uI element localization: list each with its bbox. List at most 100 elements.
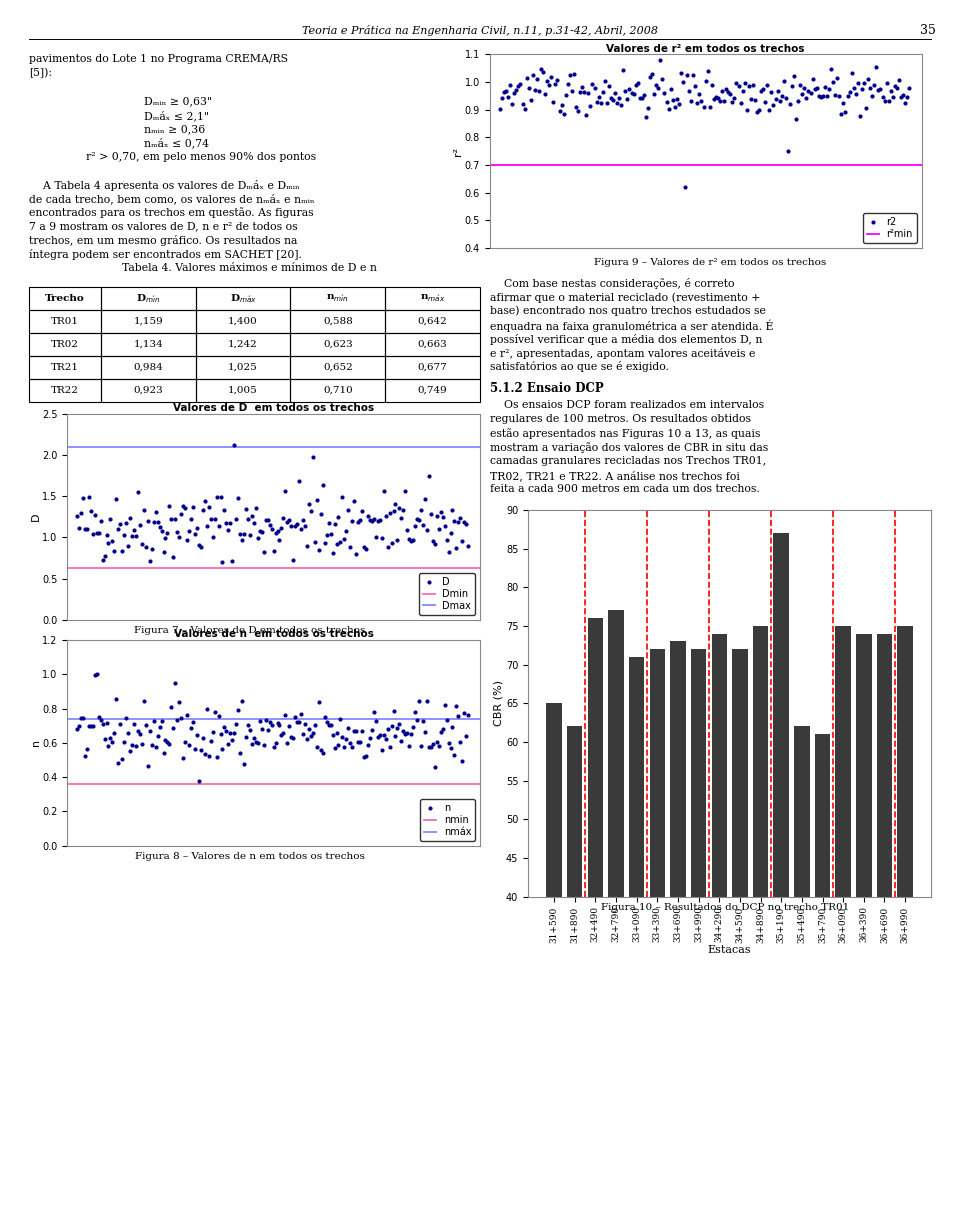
Point xyxy=(420,520,435,539)
Text: 1,242: 1,242 xyxy=(228,340,258,349)
Point xyxy=(140,756,156,775)
Point xyxy=(97,546,112,566)
Text: D$_{m\acute{a}x}$: D$_{m\acute{a}x}$ xyxy=(229,293,256,305)
Bar xyxy=(101,378,196,401)
Point xyxy=(585,75,600,94)
Point xyxy=(75,708,90,728)
Text: Dₘᵢₙ ≥ 0,63": Dₘᵢₙ ≥ 0,63" xyxy=(144,96,212,106)
Text: feita a cada 900 metros em cada um dos trechos.: feita a cada 900 metros em cada um dos t… xyxy=(490,484,759,493)
Point xyxy=(281,510,297,530)
Point xyxy=(457,704,472,723)
Point xyxy=(272,716,287,735)
Point xyxy=(572,82,588,102)
Point xyxy=(883,81,899,100)
Point xyxy=(215,740,230,759)
Point xyxy=(750,102,765,121)
Point xyxy=(399,723,415,742)
Point xyxy=(185,713,201,733)
Point xyxy=(211,516,227,536)
Point xyxy=(879,73,895,92)
Point xyxy=(362,510,377,530)
Point xyxy=(364,719,379,739)
Point xyxy=(570,100,586,120)
Point xyxy=(635,88,650,108)
Point xyxy=(244,507,259,526)
Point xyxy=(120,537,135,556)
Point xyxy=(108,488,124,508)
Point xyxy=(588,92,604,111)
Point xyxy=(345,737,360,757)
Bar xyxy=(588,618,603,1207)
Point xyxy=(444,499,460,519)
Point xyxy=(105,733,120,752)
Point xyxy=(301,719,317,739)
Point xyxy=(309,490,324,509)
Point xyxy=(154,711,169,730)
Point xyxy=(317,707,332,727)
Point xyxy=(178,733,193,752)
Bar xyxy=(101,287,196,310)
Point xyxy=(529,69,544,88)
Point xyxy=(376,725,392,745)
Point xyxy=(889,79,904,98)
Point xyxy=(283,516,299,536)
Point xyxy=(577,82,592,102)
Point xyxy=(851,73,866,92)
Point xyxy=(828,86,843,105)
Bar xyxy=(385,378,480,401)
Point xyxy=(543,66,559,86)
Point xyxy=(453,509,468,528)
Point xyxy=(164,509,180,528)
Point xyxy=(300,729,315,748)
Point xyxy=(443,523,458,543)
Point xyxy=(372,510,388,530)
Point xyxy=(221,734,236,753)
Point xyxy=(148,502,163,521)
Point xyxy=(409,509,424,528)
Point xyxy=(240,716,255,735)
Text: [5]):: [5]): xyxy=(29,69,52,79)
Point xyxy=(150,513,165,532)
Point xyxy=(274,519,289,538)
Point xyxy=(813,87,828,106)
Point xyxy=(538,85,553,104)
Point xyxy=(125,736,140,756)
Point xyxy=(242,721,257,740)
Bar xyxy=(101,355,196,378)
Point xyxy=(183,718,199,737)
Point xyxy=(152,517,167,537)
Bar xyxy=(794,727,809,1207)
Point xyxy=(315,744,330,763)
Point xyxy=(502,75,517,94)
Point xyxy=(768,89,783,109)
Point xyxy=(197,744,212,763)
Bar xyxy=(691,649,707,1207)
X-axis label: Estacas: Estacas xyxy=(708,945,752,955)
Point xyxy=(871,80,886,99)
Point xyxy=(603,88,618,108)
Point xyxy=(159,523,175,543)
Point xyxy=(138,715,154,734)
Point xyxy=(323,525,338,544)
Point xyxy=(397,481,413,501)
Point xyxy=(624,83,639,103)
Point xyxy=(227,723,242,742)
Legend: n, nmin, nmáx: n, nmin, nmáx xyxy=(420,799,475,840)
Point xyxy=(431,520,446,539)
Point xyxy=(376,481,392,501)
Point xyxy=(455,751,470,770)
Point xyxy=(247,728,262,747)
Text: Trecho: Trecho xyxy=(45,294,84,303)
Point xyxy=(116,525,132,544)
Point xyxy=(335,487,350,507)
Point xyxy=(152,717,167,736)
Point xyxy=(856,74,872,93)
Point xyxy=(279,734,295,753)
Point xyxy=(587,79,602,98)
Point xyxy=(114,542,130,561)
Point xyxy=(110,753,126,773)
Point xyxy=(176,748,191,768)
Point xyxy=(380,537,396,556)
Point xyxy=(337,737,352,757)
Point xyxy=(756,79,771,98)
